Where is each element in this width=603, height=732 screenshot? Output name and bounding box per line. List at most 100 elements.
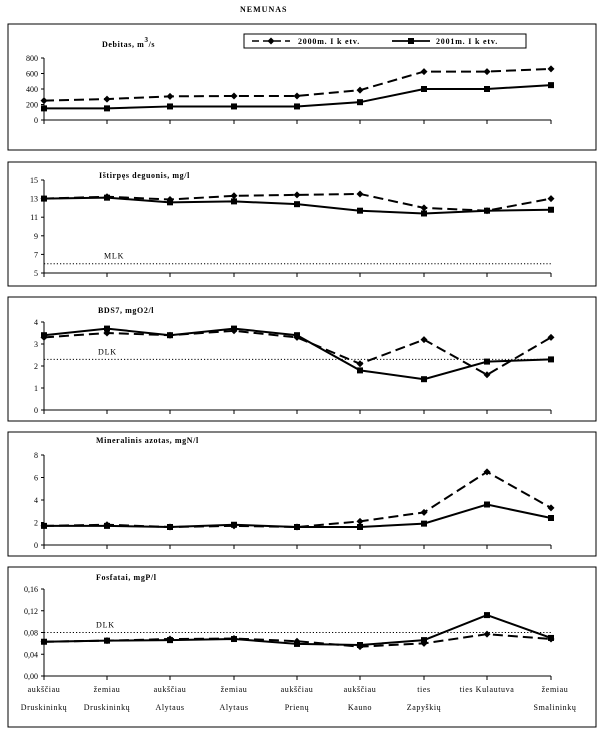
chart-panel: BDS7, mgO2/l 0 1 2 3 4 DLK [7, 296, 597, 422]
panel-frame [7, 566, 597, 728]
y-tick-label: 3 [34, 340, 38, 349]
legend-2001-marker [408, 38, 414, 44]
panel-frame [7, 23, 597, 151]
series-2001-point [294, 201, 300, 208]
legend-box [243, 33, 527, 49]
series-2000-point [103, 95, 111, 103]
series-2001-point [484, 501, 490, 508]
y-tick-label: 4 [34, 496, 38, 505]
series-2001-point [104, 637, 110, 644]
series-2001-point [41, 195, 47, 202]
x-tick-label: ties [417, 685, 431, 694]
series-2001-point [231, 198, 237, 205]
series-2001-point [104, 522, 110, 529]
legend: 2000m. I k etv. 2001m. I k etv. [243, 33, 527, 49]
series-2001-point [357, 642, 363, 649]
series-2001-point [167, 637, 173, 644]
y-tick-label: 8 [34, 451, 38, 460]
x-tick-label-line2: Alytaus [155, 703, 184, 712]
series-2001-point [484, 612, 490, 619]
y-tick-label: 11 [30, 213, 38, 222]
x-tick-label-line2: Druskininkų [84, 703, 131, 712]
y-tick-label: 1 [34, 384, 38, 393]
series-2000-point [356, 86, 364, 94]
series-2000-line [43, 192, 552, 212]
y-tick-label: 0,04 [24, 650, 38, 659]
chart-panel: Mineralinis azotas, mgN/l 0 2 4 6 8 [7, 431, 597, 557]
chart-panel: Fosfatai, mgP/l 0,00 0,04 0,08 0,12 0,16 DLK [7, 566, 597, 728]
series-2000-point [420, 204, 428, 212]
series-2001-point [104, 325, 110, 332]
series-2001-point [231, 636, 237, 643]
series-2000-line [43, 329, 552, 376]
series-2001-point [357, 99, 363, 106]
series-2001-point [484, 358, 490, 365]
series-2000-point [547, 504, 555, 512]
series-2000-point [420, 508, 428, 516]
x-tick-label: ties Kulautuva [460, 685, 515, 694]
y-tick-label: 0,00 [24, 672, 38, 681]
y-tick-label: 5 [34, 269, 38, 278]
series-2001-point [357, 207, 363, 214]
y-tick-label: 0 [34, 541, 38, 550]
series-2001-point [231, 103, 237, 110]
series-2001-point [548, 82, 554, 89]
chart-title: Ištirpęs deguonis, mg/l [99, 171, 190, 180]
series-2000-line [43, 67, 552, 102]
series-2001-point [294, 640, 300, 647]
series-2000-point [356, 360, 364, 368]
series-2000-point [293, 92, 301, 100]
series-2001-point [421, 86, 427, 92]
x-tick-label-line2: Prienų [285, 703, 310, 712]
series-2001-point [41, 522, 47, 529]
series-2001-point [357, 367, 363, 374]
legend-2001-label: 2001m. I k etv. [436, 37, 498, 46]
series-2001-point [41, 332, 47, 339]
series-2000-point [230, 192, 238, 200]
reference-line-label: DLK [98, 347, 117, 356]
series-2001-point [421, 637, 427, 644]
series-2000-point [356, 517, 364, 525]
chart-panel: Debitas, m3/s 0 200 400 600 800 [7, 23, 597, 151]
y-tick-label: 800 [26, 54, 38, 63]
y-tick-label: 15 [30, 176, 38, 185]
panel-frame [7, 296, 597, 422]
y-tick-label: 0,12 [24, 607, 38, 616]
series-2001-point [421, 210, 427, 217]
chart-title: Fosfatai, mgP/l [96, 573, 157, 582]
x-tick-label: žemiau [94, 685, 121, 694]
series-2000-point [166, 92, 174, 100]
x-tick-label: aukščiau [281, 685, 314, 694]
chart-title: Mineralinis azotas, mgN/l [96, 436, 199, 445]
y-tick-label: 2 [34, 519, 38, 528]
series-2001-point [104, 105, 110, 112]
series-2001-point [41, 105, 47, 112]
series-2001-point [294, 524, 300, 530]
series-2001-line [44, 503, 552, 529]
series-2000-point [483, 371, 491, 379]
series-2000-point [420, 68, 428, 76]
series-2001-point [231, 521, 237, 528]
series-2000-point [293, 191, 301, 199]
y-tick-label: 0 [34, 116, 38, 125]
series-2000-point [483, 68, 491, 76]
series-2001-point [484, 86, 490, 92]
series-2000-point [547, 65, 555, 73]
series-2000-point [483, 468, 491, 476]
series-2000-line [43, 470, 552, 529]
series-2000-point [230, 92, 238, 100]
series-2001-point [484, 207, 490, 214]
series-2001-point [167, 332, 173, 339]
x-tick-label-line2: Druskininkų [21, 703, 68, 712]
series-2001-point [548, 356, 554, 363]
series-2001-point [294, 103, 300, 110]
y-tick-label: 9 [34, 232, 38, 241]
chart-panel: Ištirpęs deguonis, mg/l 5 7 9 11 13 15 MLK [7, 161, 597, 287]
series-2000-point [547, 195, 555, 203]
series-2001-point [548, 634, 554, 641]
x-tick-label-line2: Smalininkų [534, 703, 577, 712]
x-tick-label-line2: Zapyškių [407, 703, 442, 712]
series-2001-point [294, 332, 300, 339]
